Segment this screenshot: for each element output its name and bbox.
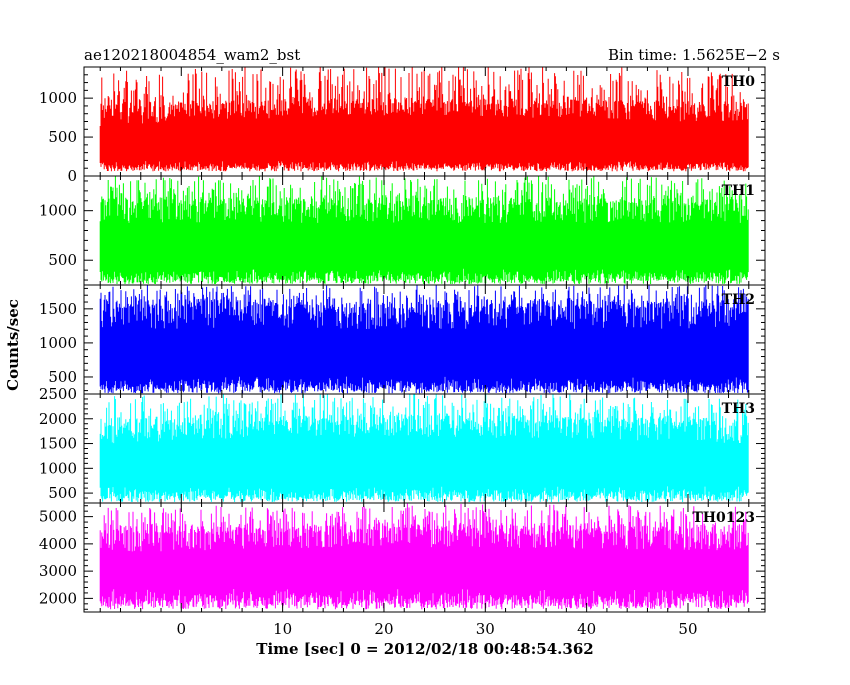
x-tick-label: 10 [273, 620, 292, 638]
y-tick-label: 2000 [39, 589, 77, 607]
y-tick-label: 2000 [39, 410, 77, 428]
y-tick-label: 1000 [39, 202, 77, 220]
x-tick-label: 40 [577, 620, 596, 638]
y-tick-label: 2500 [39, 385, 77, 403]
series-label-th3: TH3 [722, 401, 755, 417]
y-tick-label: 5000 [39, 508, 77, 526]
series-label-th0: TH0 [722, 74, 756, 90]
series-label-th1: TH1 [722, 183, 755, 199]
bin-time-label: Bin time: 1.5625E−2 s [608, 46, 780, 64]
y-axis-label: Counts/sec [4, 299, 22, 391]
y-tick-label: 4000 [39, 535, 77, 553]
y-tick-label: 3000 [39, 562, 77, 580]
y-tick-label: 1000 [39, 459, 77, 477]
y-tick-label: 500 [48, 484, 77, 502]
panels: 0 500 1000 TH0 500 1000 TH1 500 1000 1500 TH2 500 10… [39, 66, 766, 613]
series-th3-trace [99, 394, 749, 502]
x-axis: 0 10 20 30 40 50 [177, 620, 698, 638]
series-label-th0123: TH0123 [692, 510, 755, 526]
y-tick-label: 500 [48, 128, 77, 146]
panel-th0123: 2000 3000 4000 5000 TH0123 [39, 502, 766, 613]
y-tick-label: 1500 [39, 300, 77, 318]
panel-th1: 500 1000 TH1 [39, 175, 766, 286]
x-tick-label: 50 [678, 620, 697, 638]
series-th0123-trace [99, 503, 749, 610]
x-tick-label: 20 [374, 620, 393, 638]
y-tick-label: 1000 [39, 89, 77, 107]
series-th1-trace [99, 176, 749, 284]
panel-th3: 500 1000 1500 2000 2500 TH3 [39, 385, 766, 504]
y-tick-label: 1500 [39, 435, 77, 453]
y-tick-label: 500 [48, 251, 77, 269]
x-axis-label: Time [sec] 0 = 2012/02/18 00:48:54.362 [256, 640, 593, 658]
panel-th2: 500 1000 1500 TH2 [39, 284, 766, 395]
y-tick-label: 0 [67, 167, 77, 185]
y-tick-label: 1000 [39, 334, 77, 352]
y-tick-label: 500 [48, 368, 77, 386]
chart-title: ae120218004854_wam2_bst [84, 46, 300, 64]
x-tick-label: 0 [177, 620, 187, 638]
series-th0-trace [99, 67, 749, 172]
series-th2-trace [99, 285, 749, 394]
series-label-th2: TH2 [722, 292, 755, 308]
panel-th0: 0 500 1000 TH0 [39, 66, 766, 185]
x-tick-label: 30 [476, 620, 495, 638]
